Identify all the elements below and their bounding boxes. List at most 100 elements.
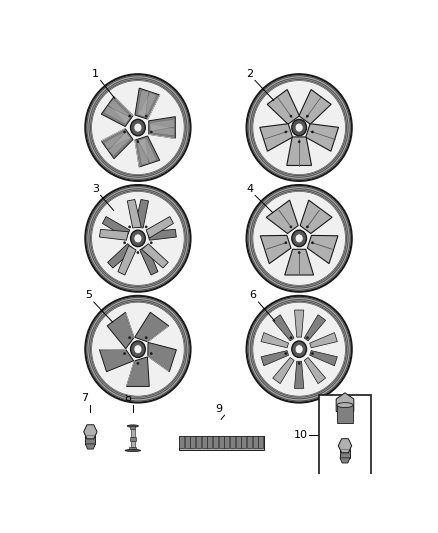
Ellipse shape xyxy=(137,362,139,365)
Bar xyxy=(190,436,195,448)
Ellipse shape xyxy=(311,241,314,244)
Ellipse shape xyxy=(124,131,126,133)
Polygon shape xyxy=(340,447,345,451)
Polygon shape xyxy=(137,90,148,117)
Text: 5: 5 xyxy=(85,290,92,301)
Ellipse shape xyxy=(145,226,147,228)
Ellipse shape xyxy=(253,302,346,396)
Text: 2: 2 xyxy=(246,69,253,79)
Polygon shape xyxy=(85,433,90,437)
Ellipse shape xyxy=(85,185,191,292)
Ellipse shape xyxy=(150,241,152,244)
Polygon shape xyxy=(304,314,325,341)
Text: 1: 1 xyxy=(92,69,99,79)
Bar xyxy=(129,447,136,450)
Ellipse shape xyxy=(134,234,142,243)
Text: 8: 8 xyxy=(124,393,131,403)
Ellipse shape xyxy=(91,190,185,286)
Bar xyxy=(258,436,263,448)
Polygon shape xyxy=(101,96,133,126)
Bar xyxy=(319,394,371,474)
Polygon shape xyxy=(285,249,314,275)
Polygon shape xyxy=(85,444,95,449)
Polygon shape xyxy=(310,351,337,366)
Polygon shape xyxy=(260,124,293,151)
Bar xyxy=(179,436,264,450)
Polygon shape xyxy=(260,236,291,264)
Polygon shape xyxy=(134,312,169,342)
Ellipse shape xyxy=(91,301,185,397)
Bar xyxy=(131,441,135,447)
Ellipse shape xyxy=(311,352,314,354)
Polygon shape xyxy=(99,229,128,240)
Polygon shape xyxy=(150,119,175,132)
Polygon shape xyxy=(306,124,339,151)
Polygon shape xyxy=(108,244,134,268)
Text: 9: 9 xyxy=(215,404,223,414)
Bar xyxy=(213,436,218,448)
Polygon shape xyxy=(127,199,141,228)
Ellipse shape xyxy=(129,226,131,228)
Text: 4: 4 xyxy=(246,184,253,193)
Polygon shape xyxy=(345,447,350,451)
Ellipse shape xyxy=(150,131,152,133)
Polygon shape xyxy=(140,246,158,275)
Bar xyxy=(224,436,229,448)
Ellipse shape xyxy=(134,345,142,354)
Polygon shape xyxy=(142,244,168,268)
Bar xyxy=(219,436,223,448)
Ellipse shape xyxy=(129,115,131,117)
Bar xyxy=(185,436,190,448)
Bar xyxy=(85,433,95,444)
Bar xyxy=(179,436,184,448)
Ellipse shape xyxy=(306,115,308,117)
Polygon shape xyxy=(109,132,131,156)
Ellipse shape xyxy=(295,123,303,132)
Polygon shape xyxy=(294,310,304,337)
Ellipse shape xyxy=(92,302,184,396)
Ellipse shape xyxy=(85,74,191,181)
Polygon shape xyxy=(340,458,350,463)
Polygon shape xyxy=(134,199,148,228)
Ellipse shape xyxy=(253,191,346,285)
Ellipse shape xyxy=(131,341,145,358)
Polygon shape xyxy=(85,428,90,433)
Bar xyxy=(130,426,135,429)
Ellipse shape xyxy=(137,141,139,143)
Ellipse shape xyxy=(285,352,287,354)
Ellipse shape xyxy=(150,352,152,354)
Ellipse shape xyxy=(125,449,141,451)
Text: 10: 10 xyxy=(293,430,307,440)
Polygon shape xyxy=(85,430,90,435)
Ellipse shape xyxy=(247,296,352,402)
Bar xyxy=(337,405,353,423)
Polygon shape xyxy=(149,117,175,139)
Polygon shape xyxy=(90,433,95,437)
Polygon shape xyxy=(138,138,157,163)
Ellipse shape xyxy=(92,80,184,174)
Ellipse shape xyxy=(85,296,191,402)
Polygon shape xyxy=(340,445,345,449)
Polygon shape xyxy=(104,106,131,125)
Bar xyxy=(230,436,235,448)
Ellipse shape xyxy=(137,252,139,254)
Polygon shape xyxy=(300,200,332,233)
Polygon shape xyxy=(261,351,289,366)
Ellipse shape xyxy=(298,362,300,365)
Polygon shape xyxy=(310,333,337,348)
Polygon shape xyxy=(137,138,148,165)
Polygon shape xyxy=(267,90,300,124)
Polygon shape xyxy=(101,128,133,159)
Polygon shape xyxy=(107,312,134,349)
Polygon shape xyxy=(118,246,136,275)
Polygon shape xyxy=(135,88,160,119)
Text: 6: 6 xyxy=(250,290,257,301)
Ellipse shape xyxy=(131,230,145,247)
Ellipse shape xyxy=(124,241,126,244)
Polygon shape xyxy=(304,358,325,384)
Ellipse shape xyxy=(91,79,185,175)
Polygon shape xyxy=(138,92,157,118)
Bar xyxy=(131,429,135,437)
Bar xyxy=(201,436,207,448)
Ellipse shape xyxy=(290,226,292,228)
